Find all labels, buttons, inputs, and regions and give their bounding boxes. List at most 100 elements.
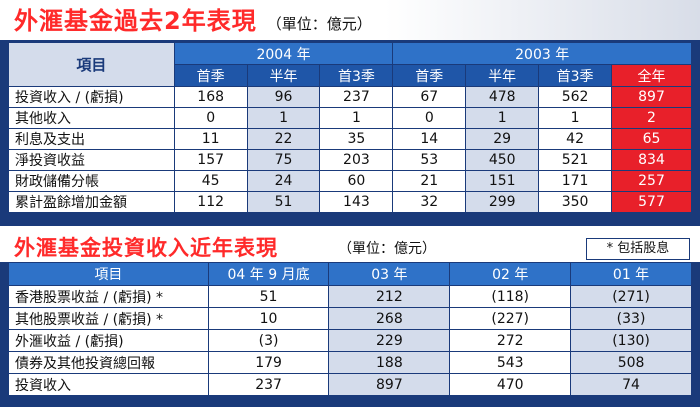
value-cell: 22 [246, 128, 321, 150]
table2-title: 外滙基金投資收入近年表現 [14, 236, 278, 260]
value-cell: (227) [449, 307, 572, 330]
sub-header-2004-q3: 首3季 [319, 64, 394, 87]
value-cell: 237 [207, 373, 330, 396]
sub-header-2004-h1: 半年 [246, 64, 321, 87]
value-cell: 51 [207, 285, 330, 308]
investment-income-table: 項目 04 年 9 月底 03 年 02 年 01 年 香港股票收益 / (虧損… [8, 262, 692, 396]
value-cell: 188 [328, 351, 451, 374]
value-cell: 96 [246, 86, 321, 108]
table1-title: 外滙基金過去2年表現 [14, 7, 257, 35]
table-row: 財政儲備分帳 45 24 60 21 151 171 257 [8, 170, 692, 192]
header-04-sep: 04 年 9 月底 [207, 262, 330, 286]
table2-unit: （單位：億元） [338, 241, 436, 257]
value-cell: 0 [173, 107, 248, 129]
table-row: 債券及其他投資總回報 179 188 543 508 [8, 351, 692, 374]
table1-item-header: 項目 [8, 42, 175, 87]
row-label: 外滙收益 / (虧損) [8, 329, 209, 352]
year-2003-header: 2003 年 [392, 42, 692, 65]
value-cell: 53 [392, 149, 467, 171]
full-year-cell: 65 [611, 128, 692, 150]
value-cell: 179 [207, 351, 330, 374]
value-cell: (3) [207, 329, 330, 352]
table-row: 外滙收益 / (虧損) (3) 229 272 (130) [8, 329, 692, 352]
table1-unit: （單位：億元） [266, 15, 372, 33]
value-cell: 112 [173, 191, 248, 213]
value-cell: 35 [319, 128, 394, 150]
value-cell: 1 [465, 107, 540, 129]
row-label: 其他股票收益 / (虧損) * [8, 307, 209, 330]
value-cell: 229 [328, 329, 451, 352]
table-row: 累計盈餘增加金額 112 51 143 32 299 350 577 [8, 191, 692, 213]
row-label: 投資收入 [8, 373, 209, 396]
value-cell: 168 [173, 86, 248, 108]
value-cell: 32 [392, 191, 467, 213]
value-cell: 478 [465, 86, 540, 108]
table2-title-bar: 外滙基金投資收入近年表現 （單位：億元） [0, 226, 700, 262]
table1-title-bar: 外滙基金過去2年表現 （單位：億元） [0, 0, 700, 40]
value-cell: 29 [465, 128, 540, 150]
row-label: 淨投資收益 [8, 149, 175, 171]
value-cell: (118) [449, 285, 572, 308]
value-cell: 11 [173, 128, 248, 150]
value-cell: 10 [207, 307, 330, 330]
row-label: 累計盈餘增加金額 [8, 191, 175, 213]
year-2004-header: 2004 年 [173, 42, 394, 65]
value-cell: 21 [392, 170, 467, 192]
full-year-cell: 257 [611, 170, 692, 192]
value-cell: 203 [319, 149, 394, 171]
header-02: 02 年 [449, 262, 572, 286]
value-cell: 14 [392, 128, 467, 150]
value-cell: 897 [328, 373, 451, 396]
value-cell: 508 [570, 351, 692, 374]
value-cell: 143 [319, 191, 394, 213]
fund-performance-table: 項目 2004 年 2003 年 首季 半年 首3季 首季 半年 首3季 全年 … [8, 42, 692, 213]
row-label: 投資收入 / (虧損) [8, 86, 175, 108]
value-cell: 171 [538, 170, 613, 192]
table2-item-header: 項目 [8, 262, 209, 286]
value-cell: 45 [173, 170, 248, 192]
value-cell: 562 [538, 86, 613, 108]
table-row: 投資收入 / (虧損) 168 96 237 67 478 562 897 [8, 86, 692, 108]
value-cell: 268 [328, 307, 451, 330]
value-cell: 67 [392, 86, 467, 108]
row-label: 財政儲備分帳 [8, 170, 175, 192]
value-cell: 212 [328, 285, 451, 308]
title-background [0, 0, 700, 40]
value-cell: (271) [570, 285, 692, 308]
value-cell: 450 [465, 149, 540, 171]
value-cell: 157 [173, 149, 248, 171]
full-year-cell: 2 [611, 107, 692, 129]
row-label: 其他收入 [8, 107, 175, 129]
value-cell: 0 [392, 107, 467, 129]
row-label: 債券及其他投資總回報 [8, 351, 209, 374]
value-cell: 60 [319, 170, 394, 192]
sub-header-2003-q1: 首季 [392, 64, 467, 87]
value-cell: 24 [246, 170, 321, 192]
value-cell: 51 [246, 191, 321, 213]
value-cell: 1 [319, 107, 394, 129]
table-row: 投資收入 237 897 470 74 [8, 373, 692, 396]
dividend-note: * 包括股息 [586, 238, 690, 260]
sub-header-2003-h1: 半年 [465, 64, 540, 87]
table-row: 其他股票收益 / (虧損) * 10 268 (227) (33) [8, 307, 692, 330]
value-cell: 470 [449, 373, 572, 396]
header-01: 01 年 [570, 262, 692, 286]
value-cell: 350 [538, 191, 613, 213]
value-cell: 151 [465, 170, 540, 192]
value-cell: 1 [246, 107, 321, 129]
value-cell: 521 [538, 149, 613, 171]
value-cell: 1 [538, 107, 613, 129]
table-row: 其他收入 0 1 1 0 1 1 2 [8, 107, 692, 129]
value-cell: 74 [570, 373, 692, 396]
row-label: 香港股票收益 / (虧損) * [8, 285, 209, 308]
value-cell: 237 [319, 86, 394, 108]
full-year-cell: 897 [611, 86, 692, 108]
full-year-cell: 577 [611, 191, 692, 213]
value-cell: (33) [570, 307, 692, 330]
table-row: 淨投資收益 157 75 203 53 450 521 834 [8, 149, 692, 171]
table-row: 香港股票收益 / (虧損) * 51 212 (118) (271) [8, 285, 692, 308]
row-label: 利息及支出 [8, 128, 175, 150]
value-cell: 272 [449, 329, 572, 352]
value-cell: 543 [449, 351, 572, 374]
value-cell: (130) [570, 329, 692, 352]
